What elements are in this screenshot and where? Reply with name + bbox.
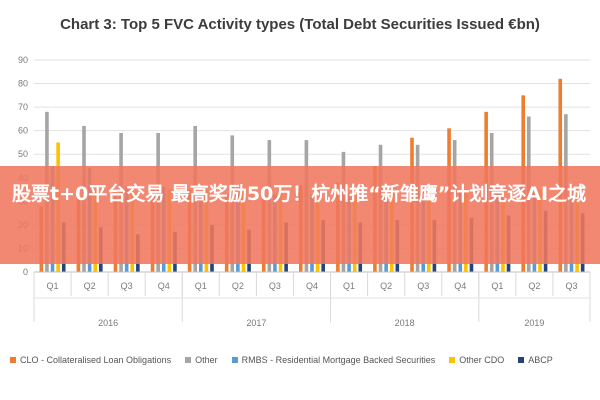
y-tick-label: 50 xyxy=(18,149,28,159)
year-label: 2016 xyxy=(98,318,118,328)
legend-label: Other CDO xyxy=(459,355,505,365)
legend-label: Other xyxy=(195,355,218,365)
x-tick-label: Q4 xyxy=(454,281,466,291)
legend-item: Other CDO xyxy=(449,355,504,365)
y-tick-label: 90 xyxy=(18,55,28,65)
y-tick-label: 80 xyxy=(18,79,28,89)
x-tick-label: Q2 xyxy=(528,281,540,291)
chart-legend: CLO - Collateralised Loan Obligations Oth… xyxy=(10,352,595,368)
x-tick-label: Q2 xyxy=(380,281,392,291)
x-tick-label: Q1 xyxy=(491,281,503,291)
promo-banner-text[interactable]: 股票t+0平台交易 最高奖励50万！杭州推“新雏鹰”计划竞逐AI之城 xyxy=(12,183,587,205)
legend-swatch xyxy=(449,357,456,363)
year-label: 2019 xyxy=(524,318,544,328)
x-tick-label: Q1 xyxy=(195,281,207,291)
x-tick-label: Q3 xyxy=(121,281,133,291)
legend-label: CLO - Collateralised Loan Obligations xyxy=(20,355,172,365)
y-tick-label: 70 xyxy=(18,102,28,112)
legend-item: ABCP xyxy=(518,355,553,365)
legend-swatch xyxy=(185,357,192,363)
legend-swatch xyxy=(10,357,16,363)
x-tick-label: Q1 xyxy=(47,281,59,291)
legend-item: CLO - Collateralised Loan Obligations xyxy=(10,355,171,365)
y-tick-label: 60 xyxy=(18,126,28,136)
legend-label: ABCP xyxy=(528,355,553,365)
legend-swatch xyxy=(231,357,238,363)
x-tick-label: Q4 xyxy=(306,281,318,291)
x-tick-label: Q3 xyxy=(565,281,577,291)
chart-title: Chart 3: Top 5 FVC Activity types (Total… xyxy=(60,16,540,33)
legend-swatch xyxy=(518,357,525,363)
x-tick-label: Q1 xyxy=(343,281,355,291)
year-label: 2017 xyxy=(246,318,266,328)
legend-label: RMBS - Residential Mortgage Backed Secur… xyxy=(241,355,436,365)
year-label: 2018 xyxy=(395,318,415,328)
legend-item: RMBS - Residential Mortgage Backed Secur… xyxy=(231,355,436,365)
x-tick-label: Q2 xyxy=(84,281,96,291)
x-tick-label: Q2 xyxy=(232,281,244,291)
promo-banner[interactable]: 股票t+0平台交易 最高奖励50万！杭州推“新雏鹰”计划竞逐AI之城 xyxy=(0,166,600,264)
legend-item: Other xyxy=(185,355,218,365)
y-tick-label: 0 xyxy=(23,267,28,277)
x-tick-label: Q4 xyxy=(158,281,170,291)
x-tick-label: Q3 xyxy=(417,281,429,291)
x-tick-label: Q3 xyxy=(269,281,281,291)
